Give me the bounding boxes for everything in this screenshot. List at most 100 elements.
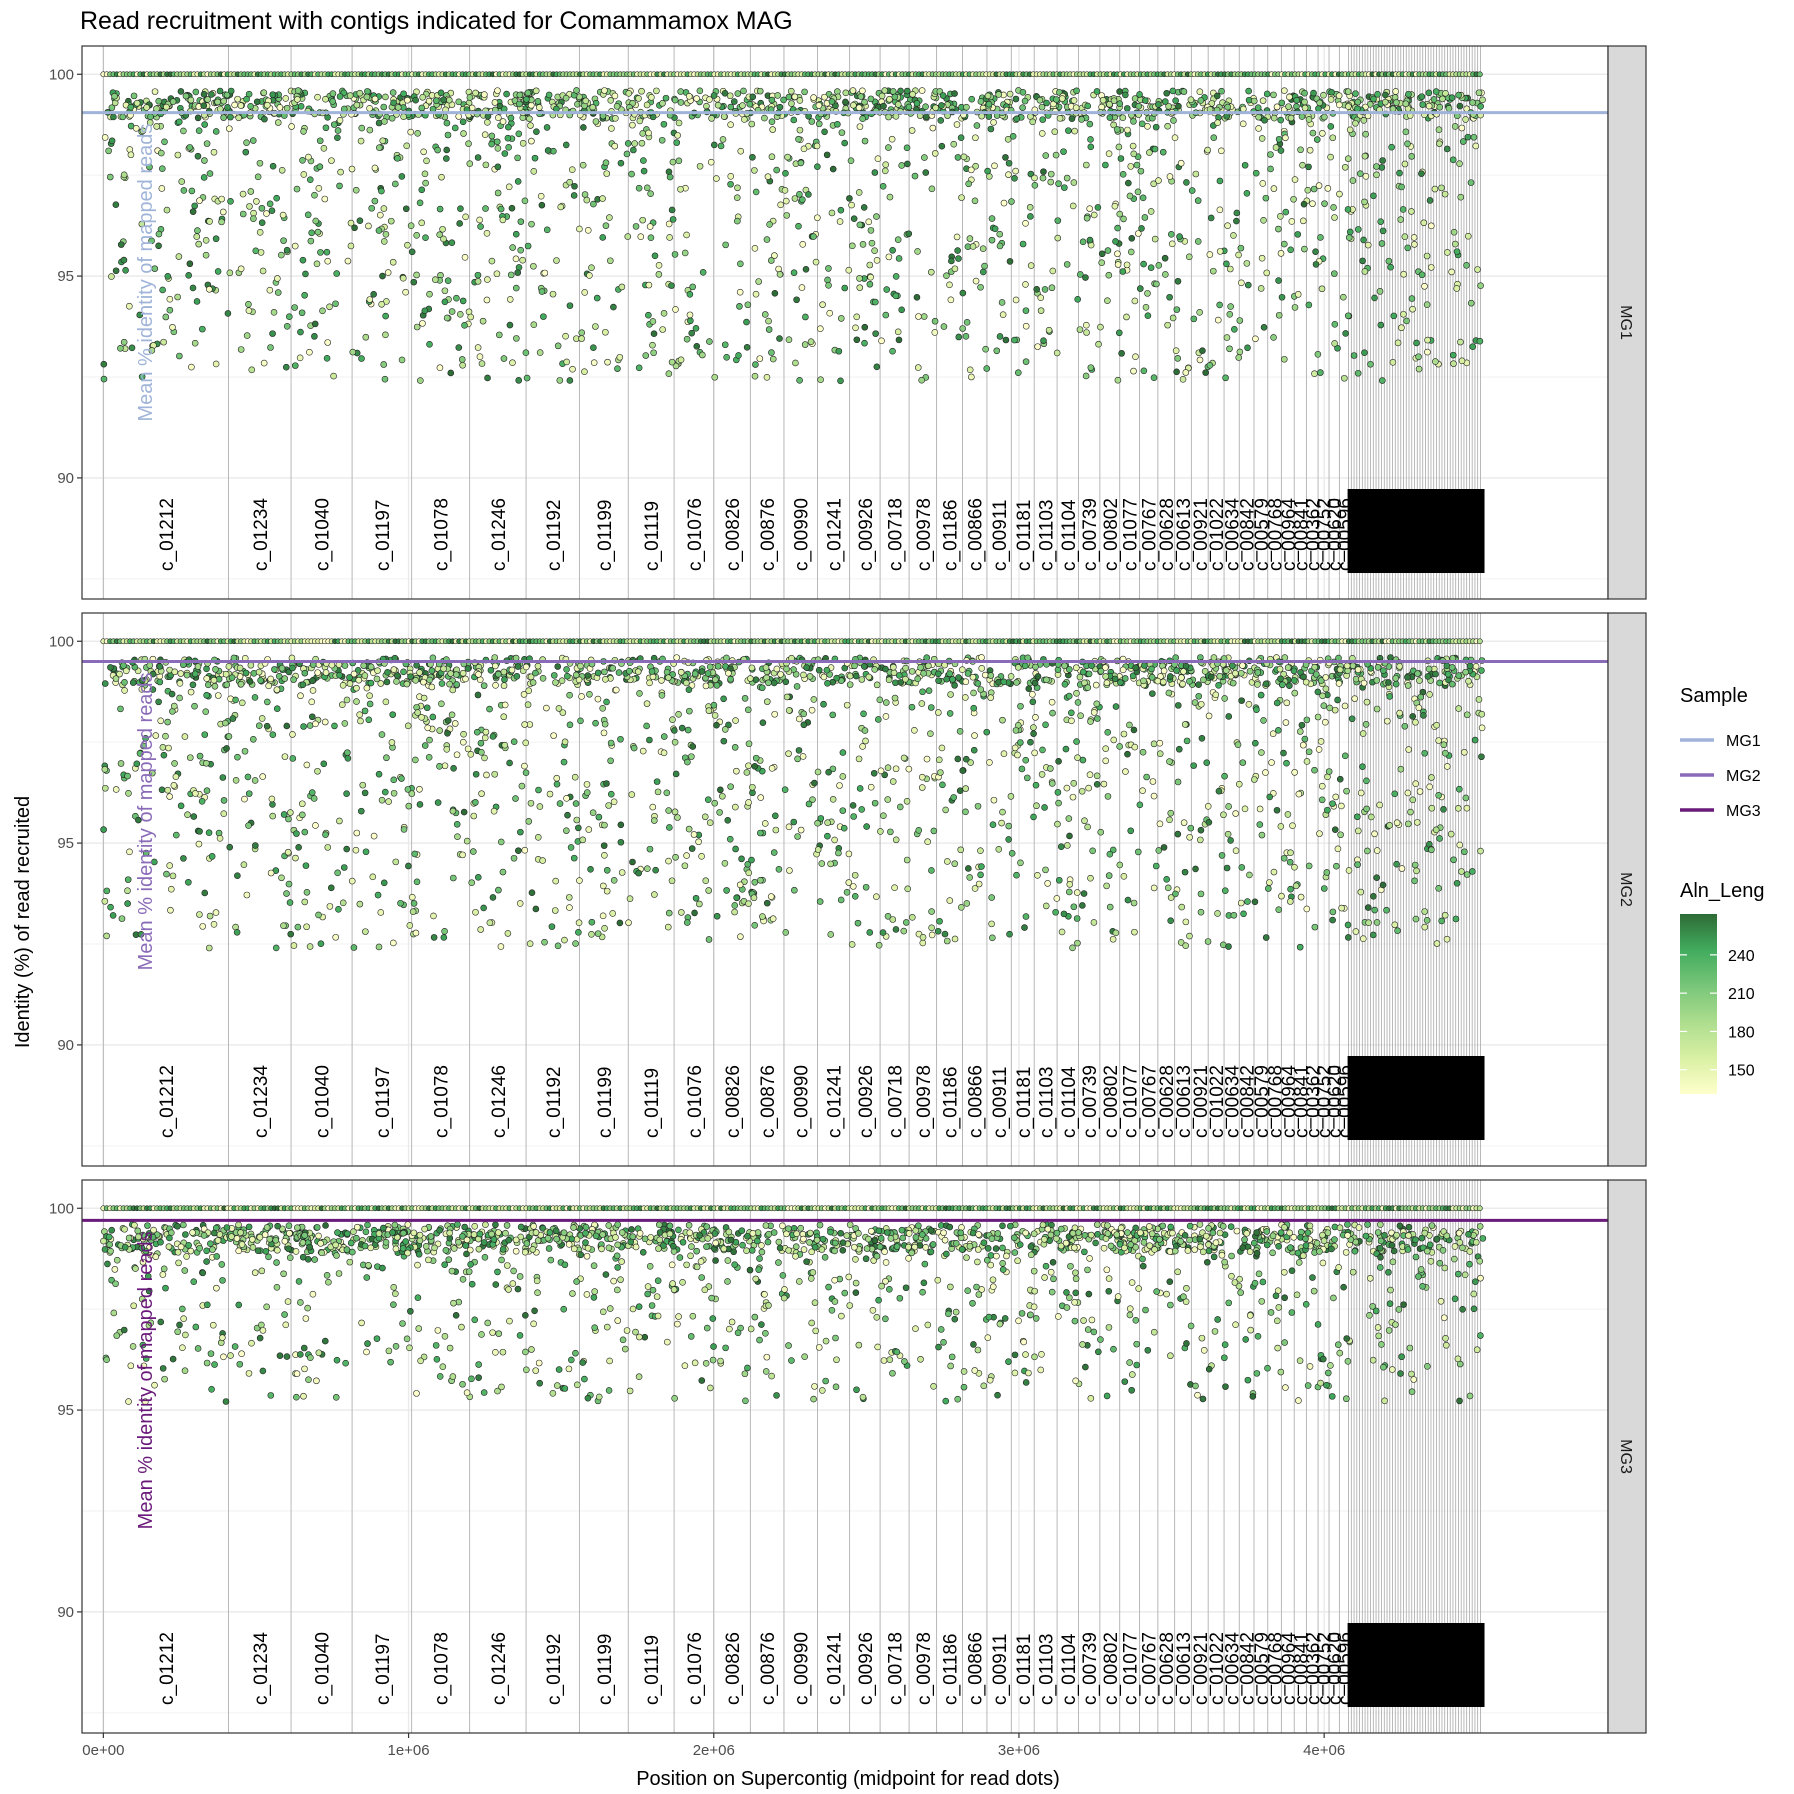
read-point [629, 858, 636, 866]
read-point [873, 363, 881, 371]
read-point [996, 230, 1004, 238]
read-point [413, 231, 420, 239]
read-point [1291, 304, 1299, 311]
read-point [1197, 890, 1205, 898]
read-point [382, 231, 390, 238]
read-point [476, 353, 484, 361]
read-point [696, 900, 703, 908]
read-point [451, 124, 459, 132]
read-point [1187, 824, 1195, 832]
read-point [663, 789, 671, 797]
read-point [1397, 216, 1405, 223]
read-point [1197, 97, 1205, 104]
read-point [1472, 142, 1480, 150]
read-point [445, 96, 453, 104]
read-point [861, 137, 869, 145]
read-point [1287, 246, 1294, 254]
read-point [222, 670, 230, 678]
read-point [219, 208, 227, 216]
read-point [1288, 218, 1296, 225]
read-point [935, 670, 942, 678]
read-point [384, 269, 392, 276]
read-point [626, 667, 633, 675]
read-point [1342, 330, 1349, 337]
read-point [922, 103, 929, 111]
read-point [214, 98, 221, 106]
read-point [521, 197, 529, 205]
read-point [659, 326, 666, 333]
read-point [761, 311, 769, 318]
read-point [186, 754, 194, 761]
read-point [962, 694, 969, 701]
read-point [1007, 673, 1015, 680]
read-point [998, 299, 1006, 306]
read-point [351, 224, 358, 232]
read-point [1411, 241, 1418, 248]
read-point [421, 307, 429, 315]
read-point [290, 676, 297, 683]
read-point [195, 240, 203, 248]
read-point [1194, 197, 1202, 204]
read-point [955, 674, 962, 681]
read-point [407, 222, 415, 230]
read-point [649, 341, 656, 349]
read-point [1244, 344, 1251, 352]
read-point [234, 95, 241, 103]
read-point [1008, 198, 1015, 205]
read-point [1458, 124, 1466, 132]
read-point [468, 879, 476, 887]
read-point [1022, 322, 1030, 330]
read-point [1236, 317, 1244, 324]
read-point [443, 314, 451, 322]
read-point [491, 654, 499, 661]
read-point [1296, 943, 1304, 951]
read-point [1430, 96, 1438, 103]
read-point [110, 113, 117, 121]
read-point [751, 167, 758, 174]
read-point [950, 140, 958, 148]
read-point [1267, 165, 1274, 173]
read-point [541, 269, 549, 277]
read-point [194, 663, 202, 670]
read-point [1127, 163, 1135, 170]
read-point [295, 844, 302, 851]
read-point [946, 670, 953, 678]
read-point [1319, 130, 1326, 137]
read-point [648, 94, 655, 101]
read-point [1150, 374, 1158, 382]
read-point [908, 127, 916, 134]
read-point [477, 739, 485, 747]
read-point [707, 158, 715, 166]
read-point [1336, 190, 1343, 198]
read-point [892, 765, 900, 773]
read-point [1475, 696, 1483, 703]
read-point [793, 296, 800, 304]
read-point [220, 810, 228, 817]
read-point [883, 286, 891, 293]
read-point [639, 216, 646, 224]
read-point [389, 89, 397, 96]
read-point [130, 92, 138, 100]
read-point [1476, 337, 1484, 345]
read-point [806, 673, 814, 680]
read-point [530, 321, 538, 328]
read-point [849, 242, 856, 250]
read-point [566, 302, 574, 309]
read-point [188, 363, 195, 371]
read-point [885, 253, 893, 261]
read-point [232, 776, 240, 784]
read-point [1299, 741, 1307, 749]
read-point [406, 922, 414, 929]
read-point [1098, 250, 1106, 258]
read-point [481, 131, 489, 138]
read-point [796, 377, 803, 384]
read-point [1373, 171, 1380, 179]
read-point [1396, 169, 1403, 177]
read-point [111, 92, 118, 100]
read-point [873, 257, 881, 264]
read-point [1304, 186, 1312, 194]
read-point [550, 732, 557, 739]
read-point [1017, 859, 1024, 867]
read-point [1123, 261, 1131, 269]
read-point [283, 323, 291, 330]
